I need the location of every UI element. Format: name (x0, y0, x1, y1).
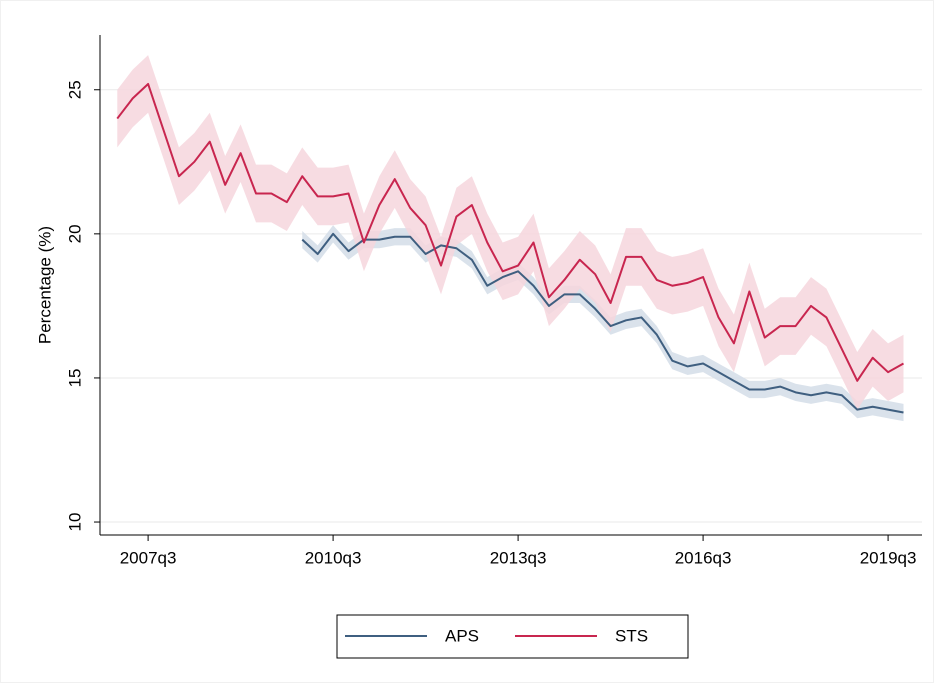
y-tick-label: 20 (65, 224, 84, 243)
line (116, 82, 904, 382)
confidence-band (302, 225, 904, 422)
line (301, 232, 904, 414)
x-tick-label: 2007q3 (120, 548, 177, 567)
y-axis-label: Percentage (%) (35, 226, 54, 344)
x-tick-label: 2016q3 (675, 548, 732, 567)
x-tick-label: 2013q3 (490, 548, 547, 567)
y-tick-label: 25 (65, 80, 84, 99)
legend-label: APS (445, 626, 479, 645)
x-tick-label: 2010q3 (305, 548, 362, 567)
y-tick-label: 15 (65, 368, 84, 387)
x-tick-label: 2019q3 (860, 548, 917, 567)
y-tick-label: 10 (65, 513, 84, 532)
legend-label: STS (615, 626, 648, 645)
